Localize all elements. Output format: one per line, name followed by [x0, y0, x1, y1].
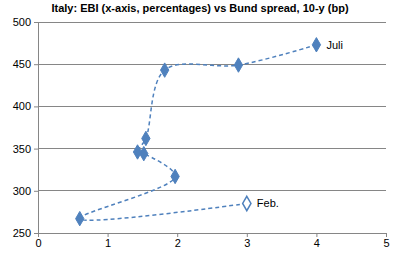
point [234, 58, 242, 72]
x-tick-label: 5 [383, 237, 389, 249]
x-tick: 4 [314, 233, 320, 249]
x-tick-label: 3 [244, 237, 250, 249]
y-tick-label: 450 [13, 58, 31, 70]
point-labels: Feb. Juli [257, 39, 343, 210]
x-tick: 2 [175, 233, 181, 249]
point [133, 145, 141, 159]
y-tick-mark [34, 22, 38, 23]
point [142, 131, 150, 145]
x-tick: 3 [244, 233, 250, 249]
y-tick-mark [34, 233, 38, 234]
x-tick-label: 0 [35, 237, 41, 249]
y-axis: 250 300 350 400 450 500 [13, 16, 39, 239]
y-tick: 400 [13, 100, 38, 112]
x-tick-label: 4 [314, 237, 320, 249]
y-tick: 350 [13, 143, 38, 155]
x-tick-label: 1 [105, 237, 111, 249]
y-tick-label: 250 [13, 227, 31, 239]
y-tick: 300 [13, 185, 38, 197]
grid-line [38, 106, 386, 107]
y-tick-mark [34, 191, 38, 192]
y-tick-label: 350 [13, 143, 31, 155]
y-tick-label: 400 [13, 100, 31, 112]
x-tick-label: 2 [175, 237, 181, 249]
title: Italy: EBI (x-axis, percentages) vs Bund… [51, 2, 348, 14]
chart: Italy: EBI (x-axis, percentages) vs Bund… [0, 0, 400, 253]
x-axis-line [39, 234, 387, 238]
grid [38, 22, 386, 233]
y-tick-mark [34, 149, 38, 150]
plot: 0 1 2 3 4 5 250 300 350 400 450 500 Feb. Juli [13, 16, 390, 249]
y-tick-label: 500 [13, 16, 31, 28]
grid-line [38, 190, 386, 191]
y-tick: 250 [13, 227, 38, 239]
point [76, 211, 84, 225]
y-tick: 500 [13, 16, 38, 28]
grid-line [38, 148, 386, 149]
point [312, 38, 320, 52]
x-tick: 1 [105, 233, 111, 249]
grid-line [38, 22, 386, 23]
grid-line [38, 64, 386, 65]
x-axis: 0 1 2 3 4 5 [35, 233, 389, 249]
point-label: Feb. [257, 197, 279, 209]
y-tick-label: 300 [13, 185, 31, 197]
marks [76, 38, 321, 226]
point-label: Juli [326, 39, 343, 51]
x-tick: 0 [35, 233, 41, 249]
point [171, 169, 179, 183]
point [161, 63, 169, 77]
x-tick: 5 [383, 233, 389, 249]
y-tick-mark [34, 106, 38, 107]
y-tick-mark [34, 64, 38, 65]
y-axis-line [34, 23, 39, 234]
y-tick: 450 [13, 58, 38, 70]
point [243, 196, 251, 210]
series-line [80, 45, 317, 220]
